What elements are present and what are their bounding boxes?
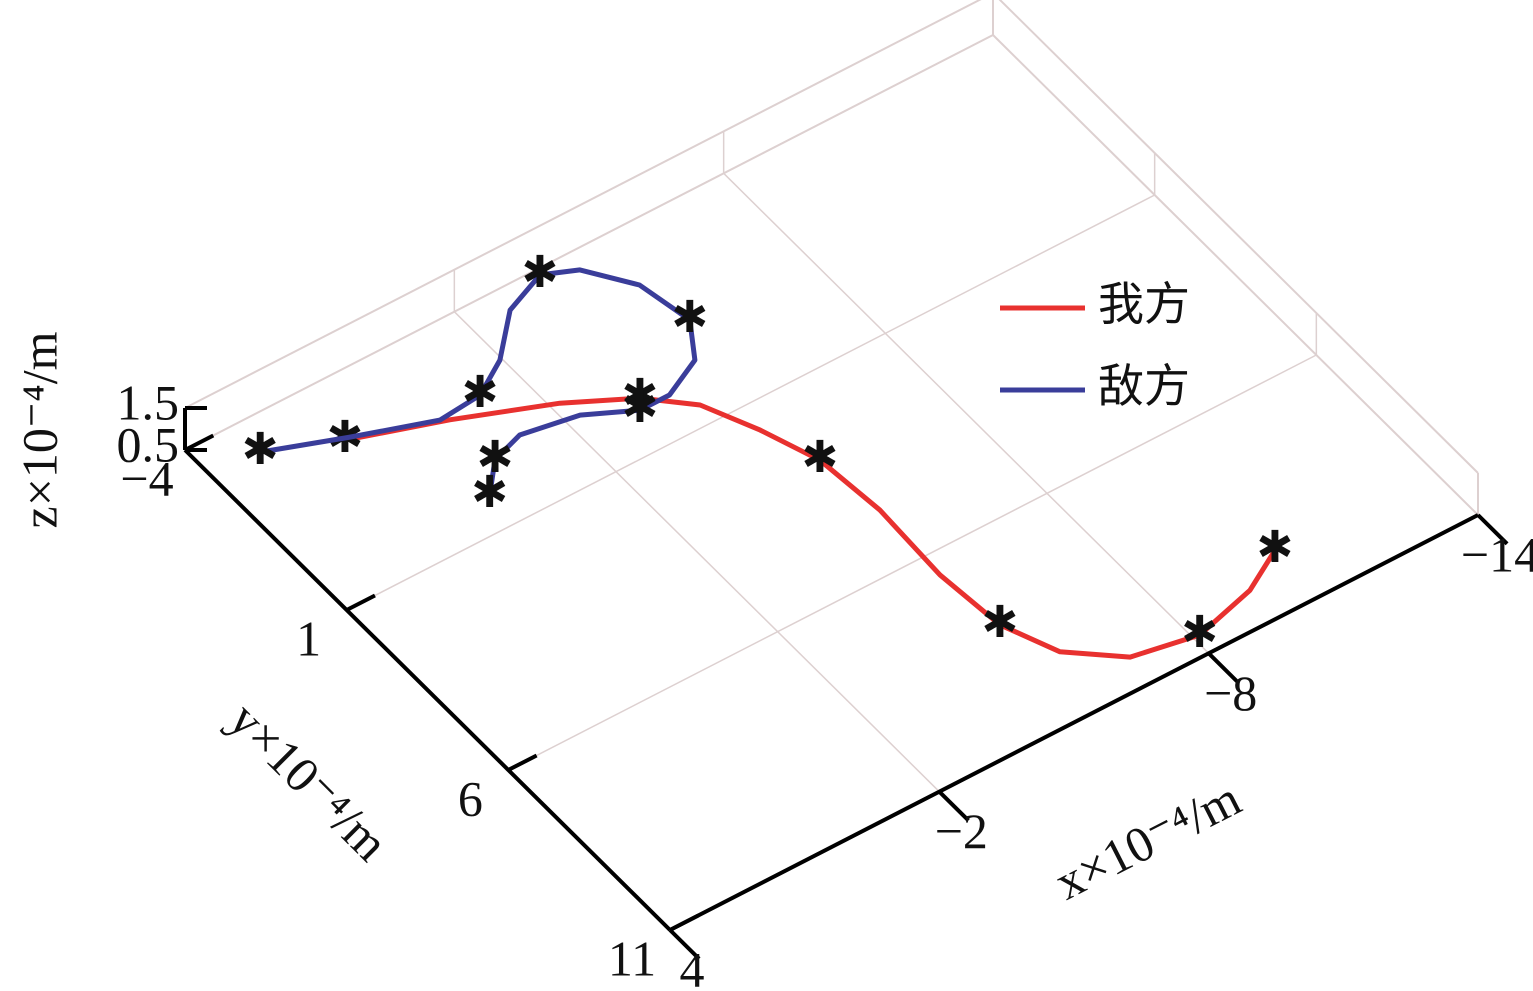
x-axis — [669, 513, 1479, 932]
aircraft-marker: ✱ — [522, 247, 559, 298]
aircraft-marker: ✱ — [242, 424, 279, 475]
y-axis-label: y×10⁻⁴/m — [218, 691, 399, 872]
legend-label: 我方 — [1098, 278, 1190, 330]
aircraft-marker: ✱ — [621, 382, 658, 433]
x-tick-label: −14 — [1461, 526, 1533, 582]
x-tick-label: 4 — [680, 941, 705, 991]
y-tick — [669, 913, 700, 932]
aircraft-marker: ✱ — [462, 367, 499, 418]
grid-line — [723, 172, 1210, 654]
z-tick-label: 0.5 — [117, 416, 180, 472]
y-tick — [345, 593, 376, 612]
grid-line — [346, 194, 1156, 611]
aircraft-marker: ✱ — [1181, 607, 1218, 658]
legend-label: 敌方 — [1098, 360, 1190, 412]
y-tick-label: 11 — [608, 930, 656, 986]
box-edge — [998, 0, 1479, 474]
x-tick — [1207, 651, 1240, 684]
y-tick-label: −4 — [120, 450, 173, 506]
grid-line — [184, 34, 994, 451]
aircraft-marker: ✱ — [477, 432, 514, 483]
aircraft-marker: ✱ — [982, 597, 1019, 648]
z-tick-label: 1.5 — [117, 374, 180, 430]
x-tick-label: −2 — [935, 803, 988, 859]
x-tick — [668, 928, 701, 961]
grid-line — [507, 354, 1317, 771]
y-tick — [507, 753, 538, 772]
trajectory — [344, 395, 1278, 660]
box-edge — [184, 0, 982, 409]
aircraft-marker: ✱ — [671, 292, 708, 343]
y-tick — [184, 433, 215, 452]
x-tick-label: −8 — [1204, 665, 1257, 721]
x-tick — [1476, 513, 1509, 546]
aircraft-marker: ✱ — [1257, 522, 1294, 573]
y-tick-label: 6 — [458, 770, 483, 826]
y-tick-label: 1 — [296, 610, 321, 666]
y-axis — [183, 448, 672, 932]
z-axis-label: z×10⁻⁴/m — [11, 331, 67, 528]
aircraft-marker: ✱ — [471, 467, 508, 518]
x-axis-label: x×10⁻⁴/m — [1046, 770, 1250, 911]
trajectory — [259, 267, 698, 496]
grid-line — [992, 34, 1479, 516]
grid-line — [453, 311, 940, 793]
x-tick — [937, 790, 970, 822]
aircraft-marker: ✱ — [801, 432, 838, 483]
